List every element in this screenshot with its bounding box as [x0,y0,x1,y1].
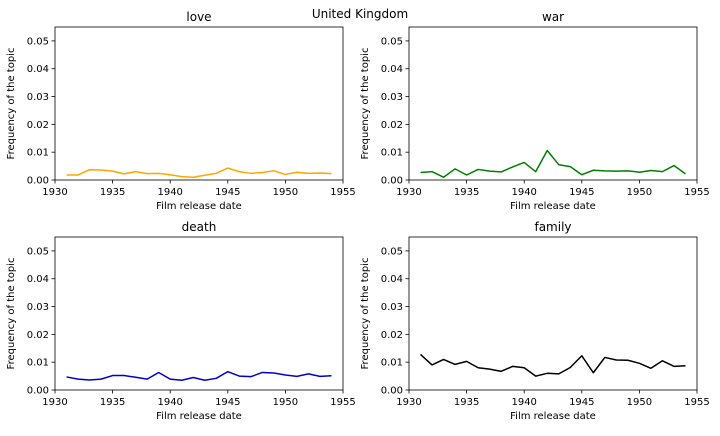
y-tick-label: 0.00 [381,176,403,187]
figure-title: United Kingdom [311,7,409,21]
y-tick-label: 0.04 [27,274,49,285]
x-tick-label: 1935 [100,397,125,408]
subplot-war: 1930 1935 1940 1945 1950 1955 0.00 0.01 0.02 0.03… [360,10,710,212]
y-tick-label: 0.03 [27,302,49,313]
y-tick-label: 0.01 [27,148,49,159]
x-tick-label: 1950 [273,187,298,198]
x-tick-label: 1950 [627,397,652,408]
subplot-family: 1930 1935 1940 1945 1950 1955 0.00 0.01 0.02 0.03… [360,220,710,422]
axes-frame [408,26,698,181]
x-tick-label: 1945 [569,187,594,198]
axes-frame [54,236,344,391]
y-tick-label: 0.04 [381,64,403,75]
y-tick-label: 0.02 [27,330,49,341]
y-tick-label: 0.05 [381,246,403,257]
x-tick-label: 1940 [511,397,536,408]
x-tick-label: 1955 [330,187,355,198]
axes-frame [408,236,698,391]
x-tick-label: 1935 [454,397,479,408]
series-line [66,370,332,382]
subplot-death: 1930 1935 1940 1945 1950 1955 0.00 0.01 0.02 0.03… [6,220,356,422]
x-tick-label: 1945 [569,397,594,408]
y-tick-label: 0.03 [381,302,403,313]
y-tick-label: 0.02 [27,120,49,131]
x-tick-label: 1945 [215,397,240,408]
x-tick-label: 1940 [157,397,182,408]
y-tick-label: 0.01 [27,358,49,369]
x-tick-label: 1930 [396,397,421,408]
x-tick-label: 1930 [42,187,67,198]
x-tick-label: 1940 [511,187,536,198]
x-tick-label: 1950 [273,397,298,408]
series-line [420,353,686,377]
x-tick-label: 1955 [684,187,709,198]
subplot-title: death [182,220,217,234]
y-axis-label: Frequency of the topic [6,48,17,160]
x-axis-label: Film release date [510,411,596,422]
y-tick-label: 0.00 [381,386,403,397]
y-tick-label: 0.04 [381,274,403,285]
y-axis-label: Frequency of the topic [360,48,371,160]
x-tick-label: 1955 [684,397,709,408]
x-tick-label: 1935 [454,187,479,198]
y-tick-label: 0.00 [27,176,49,187]
subplot-title: love [186,10,211,24]
x-axis-label: Film release date [510,201,596,212]
series-line [66,167,332,178]
x-tick-label: 1940 [157,187,182,198]
y-tick-label: 0.01 [381,148,403,159]
subplot-title: family [534,220,571,234]
subplot-title: war [542,10,564,24]
y-tick-label: 0.05 [27,36,49,47]
x-tick-label: 1935 [100,187,125,198]
x-tick-label: 1930 [396,187,421,198]
subplot-love: 1930 1935 1940 1945 1950 1955 0.00 0.01 0.02 0.03… [6,10,356,212]
x-tick-label: 1930 [42,397,67,408]
y-axis-label: Frequency of the topic [6,258,17,370]
x-tick-label: 1950 [627,187,652,198]
y-tick-label: 0.05 [27,246,49,257]
series-line [420,149,686,178]
x-tick-label: 1945 [215,187,240,198]
x-tick-label: 1955 [330,397,355,408]
y-axis-label: Frequency of the topic [360,258,371,370]
y-tick-label: 0.03 [27,92,49,103]
y-tick-label: 0.02 [381,330,403,341]
y-tick-label: 0.03 [381,92,403,103]
y-tick-label: 0.05 [381,36,403,47]
y-tick-label: 0.02 [381,120,403,131]
y-tick-label: 0.01 [381,358,403,369]
axes-frame [54,26,344,181]
x-axis-label: Film release date [156,201,242,212]
y-tick-label: 0.04 [27,64,49,75]
y-tick-label: 0.00 [27,386,49,397]
x-axis-label: Film release date [156,411,242,422]
